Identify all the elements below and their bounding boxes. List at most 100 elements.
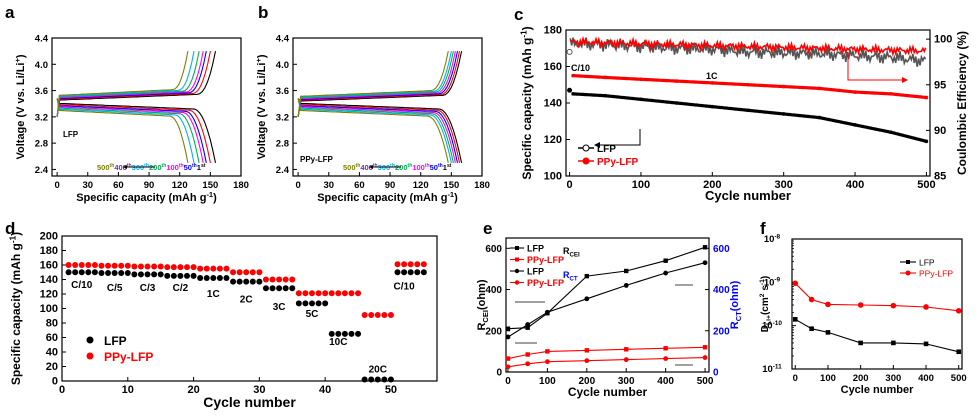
arrow-c-right (847, 52, 902, 81)
panel-b-ytick-label: 2.8 (276, 139, 289, 150)
cycle-labels-a-part-8: 100 (166, 163, 179, 172)
panel-a-ytick-label: 4.4 (35, 34, 49, 45)
point-c-initial (566, 48, 573, 55)
panel-b-ytick-label: 3.2 (276, 112, 289, 123)
point-c-LFP (674, 101, 679, 105)
point-d-LFP (111, 269, 118, 276)
panel-d-xtick-label: 50 (385, 384, 397, 396)
inner-label-a: LFP (63, 130, 79, 139)
point-d-PPy-LFP (276, 276, 283, 283)
legend-e-marker (515, 246, 519, 250)
rate-label-d: 5C (306, 309, 319, 320)
curve-b-discharge-1st (297, 98, 463, 164)
y-axis-title-c-part-1: -1 (519, 30, 528, 38)
rate-label-d: 3C (273, 302, 286, 313)
y-axis-title-a-part-1: + (13, 58, 22, 63)
point-d-PPy-LFP (387, 312, 394, 319)
cycle-labels-a-part-10: 50 (184, 163, 192, 172)
panel-f-ytick-label: 10-11 (762, 363, 782, 375)
point-d-LFP (256, 278, 263, 285)
point-d-LFP (137, 271, 144, 278)
cycle-labels-a-part-13: st (201, 163, 206, 169)
point-d-PPy-LFP (243, 269, 250, 276)
cycle-labels-a-part-5: th (144, 163, 149, 169)
point-e-R_CT (505, 334, 511, 340)
panel-a-xtick-label: 180 (233, 180, 249, 191)
panel-f-xtick-label: 500 (951, 373, 967, 384)
x-axis-title-c: Cycle number (705, 188, 791, 203)
point-d-PPy-LFP (216, 265, 223, 272)
panel-a: 0 30 60 90 120 150 1802.42.83.23.64.04.4aLFP50… (5, 3, 249, 204)
point-f-PPy-LFP (808, 296, 815, 303)
panel-d-xtick-label: 40 (319, 384, 331, 396)
panel-f-ytick-label-part-0: 10 (762, 321, 773, 332)
panel-b-ytick-label: 4.0 (276, 60, 289, 71)
panel-b-xtick-label: 120 (413, 180, 429, 191)
arrow-c-left-head (594, 142, 600, 148)
y-axis-title-c-part-0: Specific capacity (mAh g (520, 38, 534, 180)
point-d-PPy-LFP (269, 276, 276, 283)
panel-a-xtick-label: 150 (202, 180, 218, 191)
point-d-PPy-LFP (151, 263, 158, 270)
legend-e-label: LFP (527, 244, 544, 254)
point-d-PPy-LFP (210, 265, 217, 272)
point-c-LFP (888, 130, 893, 134)
legend-e-marker (515, 257, 519, 262)
series-e-R_CEI-PPy-LFP (507, 346, 706, 360)
rate-label-d: 2C (240, 295, 253, 306)
panel-e-ytick-label: 600 (485, 244, 502, 255)
panel-f-ytick-label-part-0: 10 (764, 234, 775, 245)
point-d-PPy-LFP (374, 312, 381, 319)
panel-e-right-ytick-label: 200 (713, 326, 730, 337)
x-axis-title-d: Cycle number (203, 394, 296, 410)
point-e-R_CEI (663, 346, 668, 351)
point-e-R_CT (702, 260, 708, 266)
point-d-PPy-LFP (302, 290, 309, 297)
series-f-LFP (795, 318, 959, 353)
point-c-LFP (710, 104, 715, 109)
point-f-PPy-LFP (923, 304, 929, 310)
point-d-LFP (210, 275, 217, 282)
cycle-labels-b-part-9: th (425, 163, 430, 169)
point-e-R_CT (525, 361, 531, 367)
point-d-PPy-LFP (236, 269, 243, 276)
panel-e-xtick-label: 500 (697, 376, 714, 387)
panel-a-ytick-label: 2.8 (35, 139, 48, 150)
cycle-labels-a-part-0: 500 (97, 163, 110, 172)
panel-label-d: d (5, 219, 15, 238)
panel-a-ytick-label: 3.6 (35, 86, 48, 97)
panel-c-right-ytick-label: 85 (934, 171, 946, 183)
point-d-LFP (335, 330, 342, 337)
point-e-R_CEI (624, 347, 629, 352)
point-c-LFP (746, 108, 750, 113)
panel-label-c: c (514, 5, 523, 24)
point-d-LFP (355, 330, 362, 337)
point-d-LFP (302, 300, 309, 307)
cycle-labels-a-part-3: th (127, 163, 132, 169)
point-d-PPy-LFP (315, 290, 322, 297)
panel-b-ytick-label: 4.4 (276, 34, 290, 45)
point-c-PPy-LFP (571, 73, 575, 78)
panel-f-ytick-label: 10-9 (764, 277, 781, 289)
panel-label-b: b (258, 3, 268, 22)
legend-e-group-cei: RCEI (563, 246, 580, 258)
rate-label-d: C/10 (394, 282, 416, 293)
point-d-PPy-LFP (164, 264, 171, 271)
point-e-R_CEI (505, 356, 511, 361)
y-axis-title-b: Voltage (V vs. Li/Li+) (254, 54, 268, 159)
curve-a-charge-1st (56, 50, 217, 117)
point-d-PPy-LFP (355, 290, 362, 297)
arrow-head-a (123, 165, 127, 169)
panel-b-xtick-label: 30 (323, 180, 334, 191)
panel-f-ytick-label-part-1: -9 (774, 277, 780, 284)
series-f-PPy-LFP (794, 282, 959, 312)
point-d-PPy-LFP (124, 262, 131, 269)
point-d-LFP (322, 300, 329, 307)
point-d-LFP (124, 269, 131, 276)
cycle-labels-b-part-12: 1 (443, 163, 447, 172)
point-d-PPy-LFP (184, 264, 190, 271)
panel-d-ytick-label: 140 (40, 274, 58, 286)
legend-e-label: PPy-LFP (527, 255, 564, 265)
point-e-R_CEI (584, 273, 590, 279)
